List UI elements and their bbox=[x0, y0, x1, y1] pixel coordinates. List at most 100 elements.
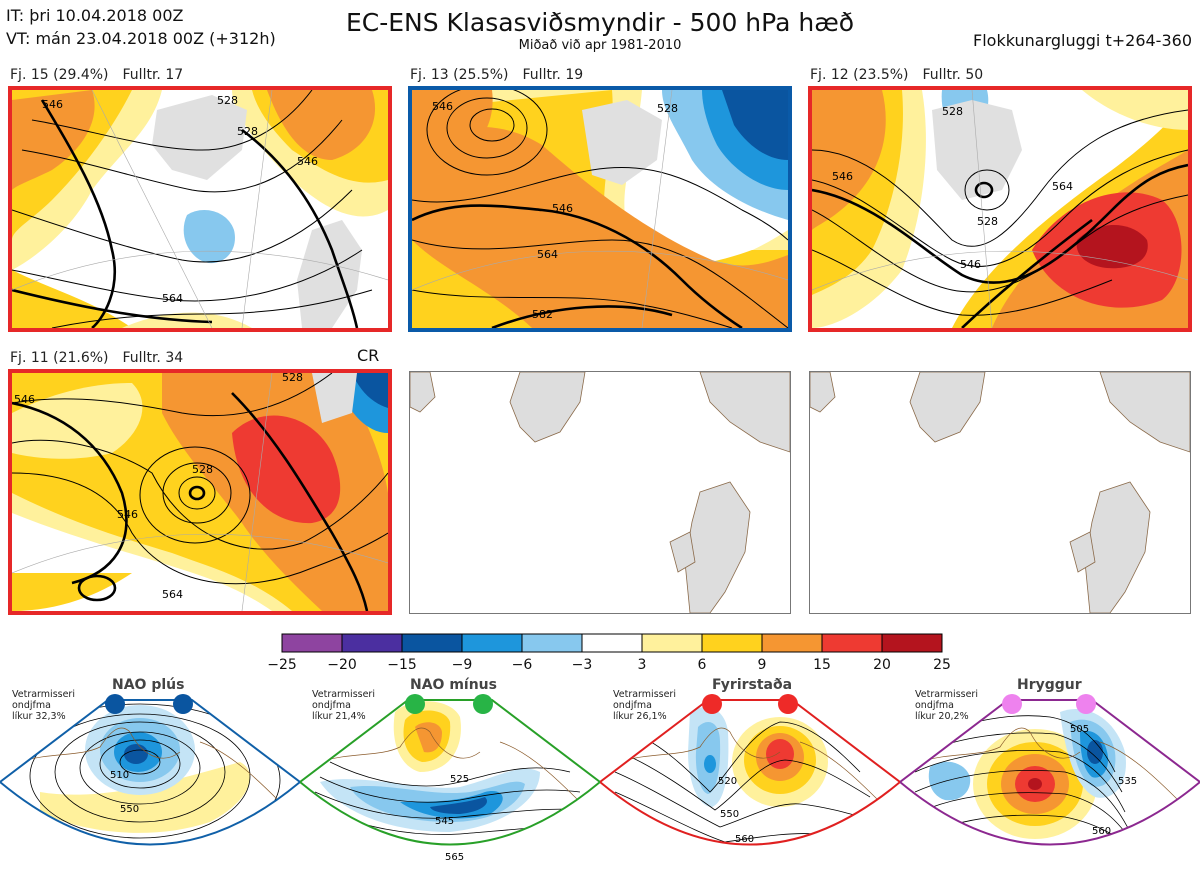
cluster-1-contour-label: 528 bbox=[237, 125, 258, 138]
cluster-4-contour-label: 546 bbox=[14, 393, 35, 406]
regime-1-note-line: Vetrarmisseri bbox=[12, 689, 75, 700]
regime-4-note-line: líkur 20,2% bbox=[915, 711, 969, 722]
header-info: IT: þri 10.04.2018 00Z VT: mán 23.04.201… bbox=[6, 4, 276, 50]
regime-1-note-line: líkur 32,3% bbox=[12, 711, 66, 722]
colorbar-svg bbox=[281, 633, 943, 653]
colorbar-tick-label: −6 bbox=[511, 657, 533, 673]
regime-4-title: Hryggur bbox=[1017, 677, 1082, 693]
regime-3-note-line: Vetrarmisseri bbox=[613, 689, 676, 700]
regime-2-contour-label: 545 bbox=[435, 816, 454, 827]
colorbar-swatch bbox=[881, 633, 943, 653]
regime-4-map[interactable]: 505 535 560 bbox=[898, 692, 1200, 875]
cluster-4-contour-label: 546 bbox=[117, 508, 138, 521]
cluster-2-contour-label: 546 bbox=[432, 100, 453, 113]
cluster-2-rep: Fulltr. 19 bbox=[522, 67, 584, 83]
cluster-4-map[interactable]: 546 528 564 546 528 bbox=[8, 369, 392, 615]
page-subtitle: Miðað við apr 1981-2010 bbox=[518, 38, 682, 53]
colorbar-swatch bbox=[521, 633, 583, 653]
colorbar-tick-label: 6 bbox=[697, 657, 707, 673]
cluster-1-label: Fj. 15 (29.4%) Fulltr. 17 bbox=[10, 67, 183, 83]
cluster-3-label: Fj. 12 (23.5%) Fulltr. 50 bbox=[810, 67, 983, 83]
cluster-1-contour-label: 564 bbox=[162, 292, 183, 305]
regime-4-note-line: Vetrarmisseri bbox=[915, 689, 978, 700]
colorbar-tick-label: −9 bbox=[451, 657, 473, 673]
cluster-3-contour-label: 546 bbox=[832, 170, 853, 183]
regime-2-note-line: Vetrarmisseri bbox=[312, 689, 375, 700]
cluster-2-contour-label: 528 bbox=[657, 102, 678, 115]
cluster-3-id: Fj. 12 (23.5%) bbox=[810, 67, 909, 83]
regime-1-contour-label: 510 bbox=[110, 770, 129, 781]
control-run-tag: CR bbox=[357, 346, 380, 365]
cluster-2-map[interactable]: 546 528 564 546 582 bbox=[408, 86, 792, 332]
colorbar-swatch bbox=[281, 633, 343, 653]
cluster-2-contour-label: 564 bbox=[537, 248, 558, 261]
regime-4-contour-label: 535 bbox=[1118, 776, 1137, 787]
colorbar-tick-label: 9 bbox=[757, 657, 767, 673]
regime-2-title: NAO mínus bbox=[410, 677, 497, 693]
empty-cluster-map-5 bbox=[409, 371, 791, 614]
regime-4-contour-label: 560 bbox=[1092, 826, 1111, 837]
regime-3-contour-label: 560 bbox=[735, 834, 754, 845]
regime-3-note-line: líkur 26,1% bbox=[613, 711, 667, 722]
cluster-4-contour-label: 528 bbox=[192, 463, 213, 476]
regime-1-contour-label: 550 bbox=[120, 804, 139, 815]
colorbar-swatch bbox=[761, 633, 823, 653]
cluster-2-contour-label: 582 bbox=[532, 308, 553, 321]
regime-4-note: Vetrarmisseri ondjfma líkur 20,2% bbox=[915, 689, 978, 722]
colorbar-swatch bbox=[821, 633, 883, 653]
regime-1-map[interactable]: 510 550 bbox=[0, 692, 302, 875]
cluster-4-label: Fj. 11 (21.6%) Fulltr. 34 bbox=[10, 350, 183, 366]
init-time: IT: þri 10.04.2018 00Z bbox=[6, 6, 184, 25]
classification-window: Flokkunargluggi t+264-360 bbox=[973, 31, 1192, 50]
regime-3-title: Fyrirstaða bbox=[712, 677, 793, 693]
regime-2-map[interactable]: 525 545 565 bbox=[298, 692, 602, 875]
regime-3-contour-label: 520 bbox=[718, 776, 737, 787]
cluster-3-map[interactable]: 546 528 564 546 528 bbox=[808, 86, 1192, 332]
regime-1-note: Vetrarmisseri ondjfma líkur 32,3% bbox=[12, 689, 75, 722]
cluster-3-contour-label: 546 bbox=[960, 258, 981, 271]
valid-time: VT: mán 23.04.2018 00Z (+312h) bbox=[6, 29, 276, 48]
cluster-1-rep: Fulltr. 17 bbox=[122, 67, 184, 83]
regime-1-note-line: ondjfma bbox=[12, 700, 51, 711]
colorbar-swatch bbox=[701, 633, 763, 653]
cluster-3-contour-label: 528 bbox=[942, 105, 963, 118]
colorbar-tick-label: 3 bbox=[637, 657, 647, 673]
cluster-3-contour-label: 564 bbox=[1052, 180, 1073, 193]
regime-3-contour-label: 550 bbox=[720, 809, 739, 820]
cluster-3-contour-label: 528 bbox=[977, 215, 998, 228]
cluster-4-id: Fj. 11 (21.6%) bbox=[10, 350, 109, 366]
regime-3-note-line: ondjfma bbox=[613, 700, 652, 711]
colorbar-swatch bbox=[641, 633, 703, 653]
cluster-1-contour-label: 546 bbox=[297, 155, 318, 168]
cluster-4-contour-label: 564 bbox=[162, 588, 183, 601]
colorbar-swatch bbox=[461, 633, 523, 653]
cluster-1-map[interactable]: 546 528 564 546 528 bbox=[8, 86, 392, 332]
colorbar-tick-label: −25 bbox=[267, 657, 297, 673]
colorbar-tick-label: −3 bbox=[571, 657, 593, 673]
regime-4-contour-label: 505 bbox=[1070, 724, 1089, 735]
colorbar-swatch bbox=[341, 633, 403, 653]
colorbar-tick-label: −20 bbox=[327, 657, 357, 673]
cluster-1-contour-label: 546 bbox=[42, 98, 63, 111]
regime-2-note-line: líkur 21,4% bbox=[312, 711, 366, 722]
cluster-2-contour-label: 546 bbox=[552, 202, 573, 215]
page-title: EC-ENS Klasasviðsmyndir - 500 hPa hæð bbox=[345, 8, 855, 37]
regime-2-contour-label: 565 bbox=[445, 852, 464, 863]
regime-2-contour-label: 525 bbox=[450, 774, 469, 785]
colorbar-tick-label: 15 bbox=[813, 657, 831, 673]
regime-2-note: Vetrarmisseri ondjfma líkur 21,4% bbox=[312, 689, 375, 722]
cluster-2-label: Fj. 13 (25.5%) Fulltr. 19 bbox=[410, 67, 583, 83]
regime-3-note: Vetrarmisseri ondjfma líkur 26,1% bbox=[613, 689, 676, 722]
cluster-1-id: Fj. 15 (29.4%) bbox=[10, 67, 109, 83]
cluster-1-contour-label: 528 bbox=[217, 94, 238, 107]
colorbar-tick-label: 20 bbox=[873, 657, 891, 673]
empty-cluster-map-6 bbox=[809, 371, 1191, 614]
regime-4-note-line: ondjfma bbox=[915, 700, 954, 711]
cluster-4-contour-label: 528 bbox=[282, 373, 303, 384]
colorbar-tick-label: −15 bbox=[387, 657, 417, 673]
cluster-3-rep: Fulltr. 50 bbox=[922, 67, 984, 83]
cluster-4-rep: Fulltr. 34 bbox=[122, 350, 184, 366]
regime-3-map[interactable]: 520 550 560 bbox=[598, 692, 902, 875]
cluster-2-id: Fj. 13 (25.5%) bbox=[410, 67, 509, 83]
colorbar-swatch bbox=[401, 633, 463, 653]
